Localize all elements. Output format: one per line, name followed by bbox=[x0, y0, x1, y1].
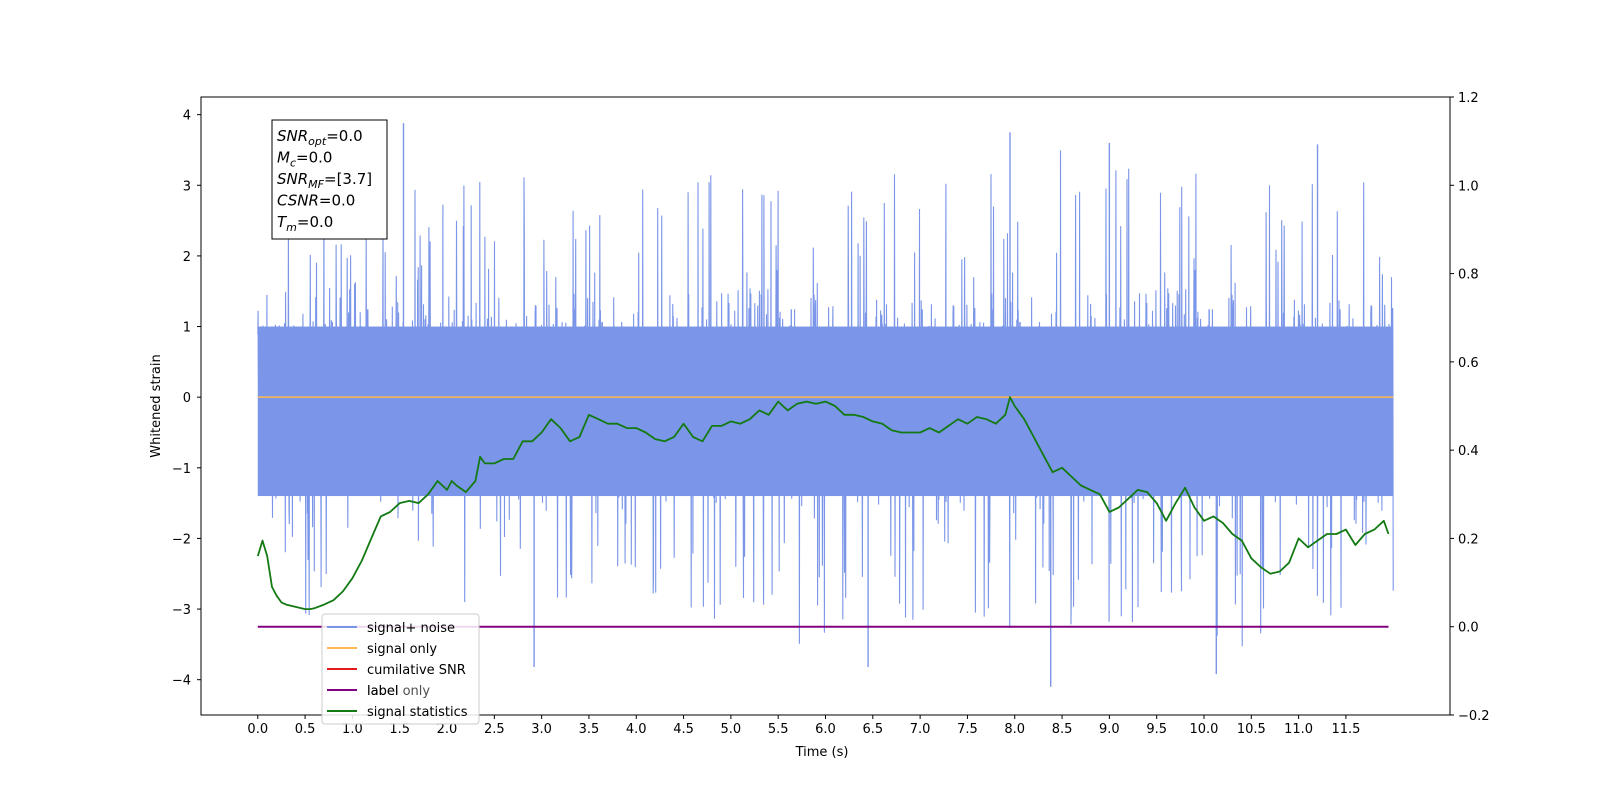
y2-tick-label: −0.2 bbox=[1458, 709, 1490, 724]
x-tick-label: 0.0 bbox=[247, 722, 268, 737]
annotation-line: CSNR=0.0 bbox=[277, 192, 355, 210]
x-tick-label: 3.0 bbox=[531, 722, 552, 737]
y-tick-label: 4 bbox=[183, 109, 191, 124]
y2-tick-label: 0.6 bbox=[1458, 356, 1479, 371]
x-tick-label: 4.5 bbox=[673, 722, 694, 737]
x-tick-label: 2.5 bbox=[484, 722, 505, 737]
x-tick-label: 6.5 bbox=[862, 722, 883, 737]
x-tick-label: 7.0 bbox=[910, 722, 931, 737]
x-axis-ticks: 0.0 0.5 1.0 1.5 2.0 2.5 3.0 3.5 4.0 4.5 5.0 5.5 6.0 6… bbox=[247, 715, 1360, 737]
y-tick-label: −1 bbox=[172, 462, 191, 477]
y2-axis-ticks: 1.2 1.0 0.8 0.6 0.4 0.2 0.0 −0.2 bbox=[1450, 91, 1490, 724]
y2-tick-label: 0.8 bbox=[1458, 268, 1479, 283]
legend-label: signal+ noise bbox=[367, 621, 455, 636]
signal-noise-core bbox=[257, 326, 1394, 497]
annotation-line: SNRopt=0.0 bbox=[277, 127, 363, 148]
y-tick-label: 0 bbox=[183, 391, 191, 406]
x-tick-label: 1.0 bbox=[342, 722, 363, 737]
signal-statistics-series bbox=[256, 396, 1390, 610]
x-tick-label: 10.5 bbox=[1237, 722, 1266, 737]
annotation-line: SNRMF=[3.7] bbox=[277, 170, 372, 191]
x-tick-label: 8.5 bbox=[1052, 722, 1073, 737]
x-tick-label: 1.5 bbox=[389, 722, 410, 737]
y-tick-label: 1 bbox=[183, 321, 191, 336]
x-tick-label: 5.5 bbox=[768, 722, 789, 737]
annotation-line: Mc=0.0 bbox=[277, 149, 332, 170]
x-tick-label: 9.5 bbox=[1146, 722, 1167, 737]
legend-label: cumilative SNR bbox=[367, 663, 466, 678]
x-tick-label: 0.5 bbox=[295, 722, 316, 737]
x-tick-label: 8.0 bbox=[1004, 722, 1025, 737]
x-tick-label: 10.0 bbox=[1190, 722, 1219, 737]
legend-ghost-label: label only bbox=[367, 684, 430, 699]
y-tick-label: 2 bbox=[183, 250, 191, 265]
x-tick-label: 4.0 bbox=[626, 722, 647, 737]
y2-tick-label: 1.0 bbox=[1458, 179, 1479, 194]
legend: label only signal+ noise signal only cumila… bbox=[321, 613, 480, 725]
x-axis-label: Time (s) bbox=[795, 745, 849, 760]
y-axis-label: Whitened strain bbox=[149, 354, 164, 457]
y2-tick-label: 0.2 bbox=[1458, 532, 1479, 547]
x-tick-label: 11.0 bbox=[1284, 722, 1313, 737]
y-tick-label: −4 bbox=[172, 674, 191, 689]
y2-tick-label: 0.4 bbox=[1458, 444, 1479, 459]
y-tick-label: −3 bbox=[172, 603, 191, 618]
x-tick-label: 5.0 bbox=[721, 722, 742, 737]
y-tick-label: −2 bbox=[172, 532, 191, 547]
x-tick-label: 7.5 bbox=[957, 722, 978, 737]
annotation-line: Tm=0.0 bbox=[277, 213, 333, 234]
y2-tick-label: 1.2 bbox=[1458, 91, 1479, 106]
x-tick-label: 6.0 bbox=[815, 722, 836, 737]
y-axis-ticks: 4 3 2 1 0 −1 −2 −3 −4 bbox=[172, 109, 201, 689]
x-tick-label: 11.5 bbox=[1331, 722, 1360, 737]
y-tick-label: 3 bbox=[183, 179, 191, 194]
signal-statistics-line bbox=[256, 396, 1390, 610]
x-tick-label: 3.5 bbox=[579, 722, 600, 737]
x-tick-label: 9.0 bbox=[1099, 722, 1120, 737]
legend-label: signal only bbox=[367, 642, 437, 657]
x-tick-label: 2.0 bbox=[437, 722, 458, 737]
legend-label: label bbox=[367, 684, 398, 699]
legend-label: signal statistics bbox=[367, 705, 468, 720]
noise-series bbox=[257, 123, 1394, 687]
y2-tick-label: 0.0 bbox=[1458, 621, 1479, 636]
